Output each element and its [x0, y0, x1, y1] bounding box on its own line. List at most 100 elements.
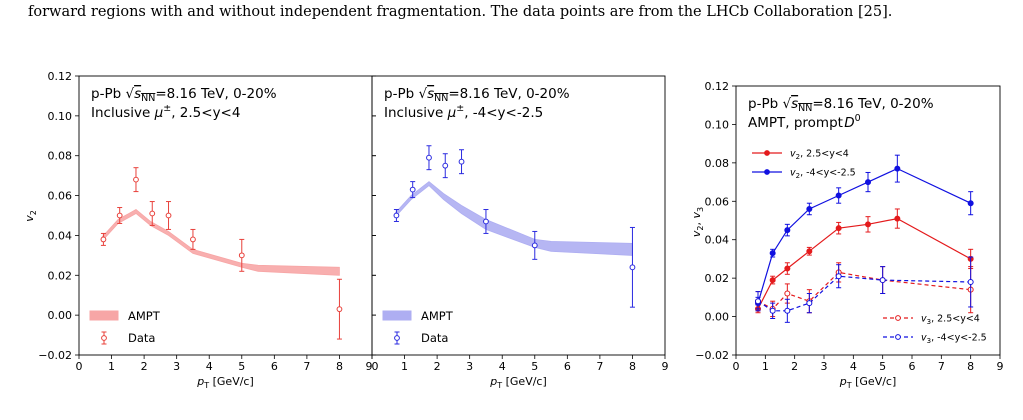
y-tick-label: 0.12: [705, 80, 730, 93]
data-point: [865, 179, 871, 186]
x-axis-label: pT [GeV/c]: [839, 375, 897, 390]
data-point: [409, 186, 416, 193]
y-axis-label: v2: [23, 210, 38, 222]
legend-v2-forward-marker: [764, 150, 770, 156]
data-point: [784, 265, 791, 272]
data-point: [629, 264, 636, 271]
data-point: [784, 290, 791, 297]
y-tick-label: 0.02: [48, 269, 73, 282]
legend-marker-data: [101, 335, 107, 341]
figure-caption: forward regions with and without indepen…: [28, 4, 893, 20]
y-axis-label: v2, v3: [690, 207, 705, 237]
x-tick-label: 1: [762, 360, 769, 373]
legend-v3-backward-marker: [895, 334, 901, 340]
legend-v3-forward-label: v3, 2.5<y<4: [921, 314, 980, 327]
legend-label-data: Data: [128, 331, 155, 345]
x-tick-label: 3: [173, 360, 180, 373]
y-tick-label: −0.02: [38, 349, 72, 362]
x-tick-label: 1: [108, 360, 115, 373]
series-line: [757, 217, 971, 310]
y-tick-label: 0.06: [705, 195, 730, 208]
panel-title-line2: Inclusive μ±, -4<y<-2.5: [384, 103, 543, 121]
ampt-band: [101, 209, 340, 276]
ampt-band: [394, 181, 633, 256]
x-tick-label: 5: [238, 360, 245, 373]
panel-middle: 0 1 2 3 4 5 6 7 8 9 pT [GeV/c] p-Pb √sNN=8.16 TeV, …: [371, 75, 669, 390]
data-point: [835, 192, 842, 199]
y-tick-label: 0.10: [48, 110, 73, 123]
series-line: [757, 167, 971, 304]
data-point: [784, 227, 791, 234]
x-tick-label: 6: [564, 360, 571, 373]
y-tick-label: 0.10: [705, 118, 730, 131]
plot-frame: [735, 85, 1001, 356]
data-point: [894, 165, 901, 172]
data-point: [426, 154, 432, 161]
panel-right: 0 1 2 3 4 5 6 7 8 9 −0.02 0.00 0.02 0.04 0.06 0.08 0.10 0…: [695, 80, 1003, 390]
data-point: [894, 215, 901, 222]
legend-swatch-ampt: [89, 310, 119, 321]
legend-v3-forward-marker: [895, 315, 901, 321]
y-tick-label: 0.12: [48, 70, 73, 83]
x-tick-label: 7: [303, 360, 310, 373]
x-tick-label: 1: [401, 360, 408, 373]
x-tick-label: 2: [434, 360, 441, 373]
data-point: [806, 205, 813, 212]
panel-title-line2: AMPT, prompt D0: [748, 113, 861, 131]
data-point: [100, 236, 107, 243]
panel-title-line1: p-Pb √sNN=8.16 TeV, 0-20%: [748, 96, 934, 114]
y-tick-label: 0.02: [705, 272, 730, 285]
x-tick-label: 4: [206, 360, 213, 373]
data-point: [769, 250, 776, 257]
y-tick-label: 0.04: [48, 229, 73, 242]
data-point: [458, 158, 465, 165]
panel-left: 0 1 2 3 4 5 6 7 8 9 −0.02 0.00 0.02 0.04 0.06 0.08 0.10 0…: [38, 70, 376, 390]
x-tick-label: 7: [938, 360, 945, 373]
x-tick-label: 7: [596, 360, 603, 373]
data-point: [835, 273, 842, 280]
data-point: [133, 176, 139, 183]
x-axis-label: pT [GeV/c]: [489, 375, 547, 390]
data-point: [116, 212, 123, 219]
legend-v2-backward-label: v2, -4<y<-2.5: [790, 168, 856, 181]
data-point: [769, 307, 776, 314]
data-point: [835, 225, 842, 232]
x-tick-label: 2: [791, 360, 798, 373]
plot-frame: [371, 75, 666, 356]
data-point: [336, 306, 343, 313]
panel-title-line2: Inclusive μ±, 2.5<y<4: [91, 103, 240, 121]
y-tick-label: 0.06: [48, 190, 73, 203]
legend-v2-backward-marker: [764, 169, 770, 175]
y-tick-label: 0.08: [48, 150, 73, 163]
data-point: [865, 221, 871, 228]
data-point: [806, 248, 813, 255]
x-tick-label: 3: [466, 360, 473, 373]
data-point: [190, 236, 196, 243]
data-point: [149, 210, 156, 217]
x-tick-label: 4: [499, 360, 506, 373]
data-point: [784, 307, 791, 314]
data-point: [165, 212, 172, 219]
x-tick-label: 6: [271, 360, 278, 373]
data-point: [967, 278, 974, 285]
x-tick-label: 6: [909, 360, 916, 373]
x-tick-label: 8: [336, 360, 343, 373]
x-tick-label: 0: [372, 360, 379, 373]
data-point: [442, 162, 449, 169]
legend-label-data: Data: [421, 331, 448, 345]
y-tick-label: −0.02: [695, 349, 729, 362]
y-tick-label: 0.00: [48, 309, 73, 322]
data-point: [806, 300, 813, 307]
x-tick-label: 0: [733, 360, 740, 373]
legend-label-ampt: AMPT: [421, 309, 454, 323]
x-tick-label: 3: [821, 360, 828, 373]
x-tick-label: 5: [879, 360, 886, 373]
x-axis-label: pT [GeV/c]: [196, 375, 254, 390]
data-point: [531, 242, 538, 249]
legend-v3-backward-label: v3, -4<y<-2.5: [921, 333, 987, 346]
legend-label-ampt: AMPT: [128, 309, 161, 323]
data-point: [967, 200, 974, 207]
y-tick-label: 0.08: [705, 157, 730, 170]
data-point: [879, 277, 886, 284]
